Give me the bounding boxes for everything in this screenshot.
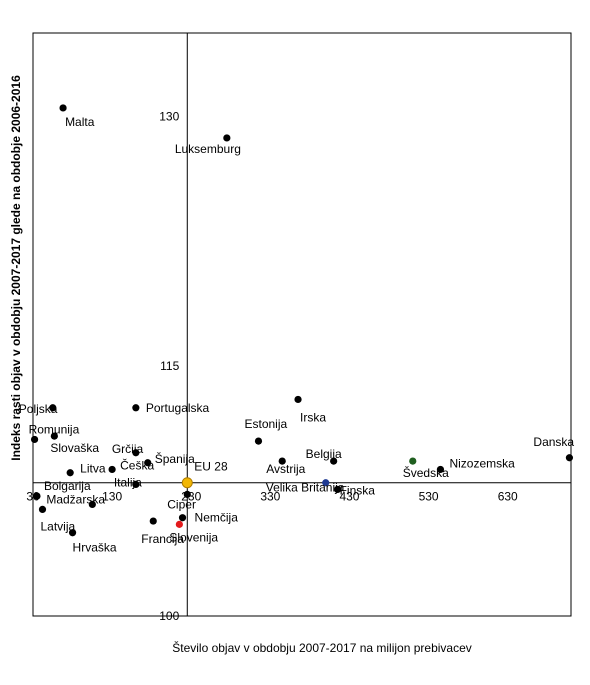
point-label: EU 28 — [194, 460, 228, 474]
data-point — [178, 514, 187, 522]
data-point — [30, 435, 39, 444]
point-label: Italija — [114, 475, 142, 489]
data-point — [50, 432, 58, 440]
data-point — [254, 437, 263, 445]
data-point — [565, 454, 574, 462]
data-point — [132, 449, 140, 457]
point-label: Grčija — [112, 442, 144, 456]
y-tick-label: 100 — [159, 609, 179, 623]
data-point — [132, 480, 140, 489]
point-label: Romunija — [29, 422, 80, 436]
data-point — [278, 457, 286, 465]
data-point — [294, 395, 302, 404]
point-label: Portugalska — [146, 401, 210, 415]
data-point — [436, 465, 445, 474]
data-point — [334, 485, 342, 494]
x-tick-label: 330 — [260, 490, 280, 504]
data-point — [66, 469, 74, 477]
point-label: Malta — [65, 115, 95, 129]
point-label: Slovaška — [50, 441, 99, 455]
data-points — [30, 104, 574, 537]
data-point — [49, 404, 57, 412]
point-label: Latvija — [40, 519, 75, 533]
data-point — [144, 459, 152, 467]
point-labels: Malta Luksemburg Poljska Portugalska Irska Es… — [19, 115, 575, 555]
data-point — [181, 477, 193, 489]
data-point — [409, 457, 417, 465]
data-point — [149, 517, 157, 525]
point-label: Litva — [80, 462, 106, 476]
x-tick-label: 630 — [498, 490, 518, 504]
data-point — [68, 529, 77, 537]
point-label: Luksemburg — [175, 142, 241, 156]
x-tick-label: 130 — [102, 490, 122, 504]
point-label: Nizozemska — [449, 456, 515, 470]
data-point — [330, 457, 338, 465]
point-label: Danska — [533, 435, 574, 449]
data-point — [108, 465, 116, 474]
x-tick-label: 430 — [339, 490, 359, 504]
point-label: Madžarska — [46, 492, 105, 506]
y-tick-label: 130 — [159, 109, 179, 123]
point-label: Ciper — [167, 497, 196, 511]
data-point — [183, 490, 191, 499]
point-label: Belgija — [306, 447, 342, 461]
point-label: Avstrija — [266, 462, 305, 476]
point-label: Nemčija — [195, 511, 239, 525]
data-point — [59, 104, 67, 112]
point-label: Velika Britanija — [266, 481, 345, 495]
y-tick-labels: 100 115 130 — [159, 109, 179, 623]
data-point — [33, 492, 41, 500]
point-label: Bolgarija — [44, 479, 91, 493]
data-point — [132, 404, 140, 412]
plot-area-frame — [32, 32, 572, 617]
point-label: Irska — [300, 410, 326, 424]
data-point — [88, 500, 96, 508]
y-axis-title: Indeks rasti objav v obdobju 2007-2017 g… — [9, 75, 23, 461]
data-point — [175, 520, 183, 528]
point-label: Hrvaška — [73, 541, 117, 555]
point-label: Slovenija — [169, 530, 218, 544]
point-label: Finska — [340, 483, 376, 497]
x-tick-labels: 30 130 230 330 430 530 630 — [26, 490, 518, 504]
x-tick-label: 530 — [419, 490, 439, 504]
y-tick-label: 115 — [160, 359, 179, 373]
data-point — [223, 134, 231, 142]
point-label: Češka — [120, 457, 154, 472]
data-point — [322, 479, 330, 487]
data-point — [38, 505, 47, 513]
point-label: Švedska — [403, 465, 449, 480]
point-label: Estonija — [244, 417, 287, 431]
point-label: Španija — [155, 451, 195, 466]
point-label: Francija — [141, 532, 184, 546]
x-axis-title: Število objav v obdobju 2007-2017 na mil… — [172, 640, 472, 655]
point-label: Poljska — [19, 402, 58, 416]
